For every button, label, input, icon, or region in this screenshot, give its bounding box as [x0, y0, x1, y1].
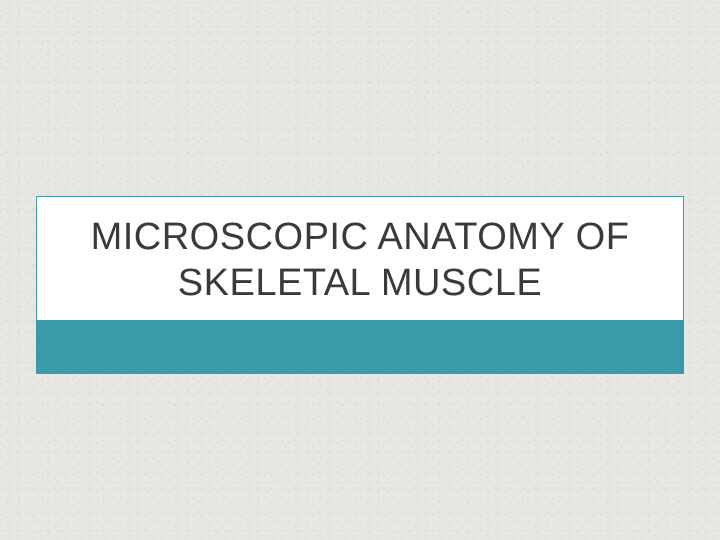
slide-title: MICROSCOPIC ANATOMY OF SKELETAL MUSCLE [47, 215, 673, 320]
title-box: MICROSCOPIC ANATOMY OF SKELETAL MUSCLE [36, 196, 684, 374]
slide-container: MICROSCOPIC ANATOMY OF SKELETAL MUSCLE [0, 0, 720, 540]
accent-bar [37, 320, 683, 374]
